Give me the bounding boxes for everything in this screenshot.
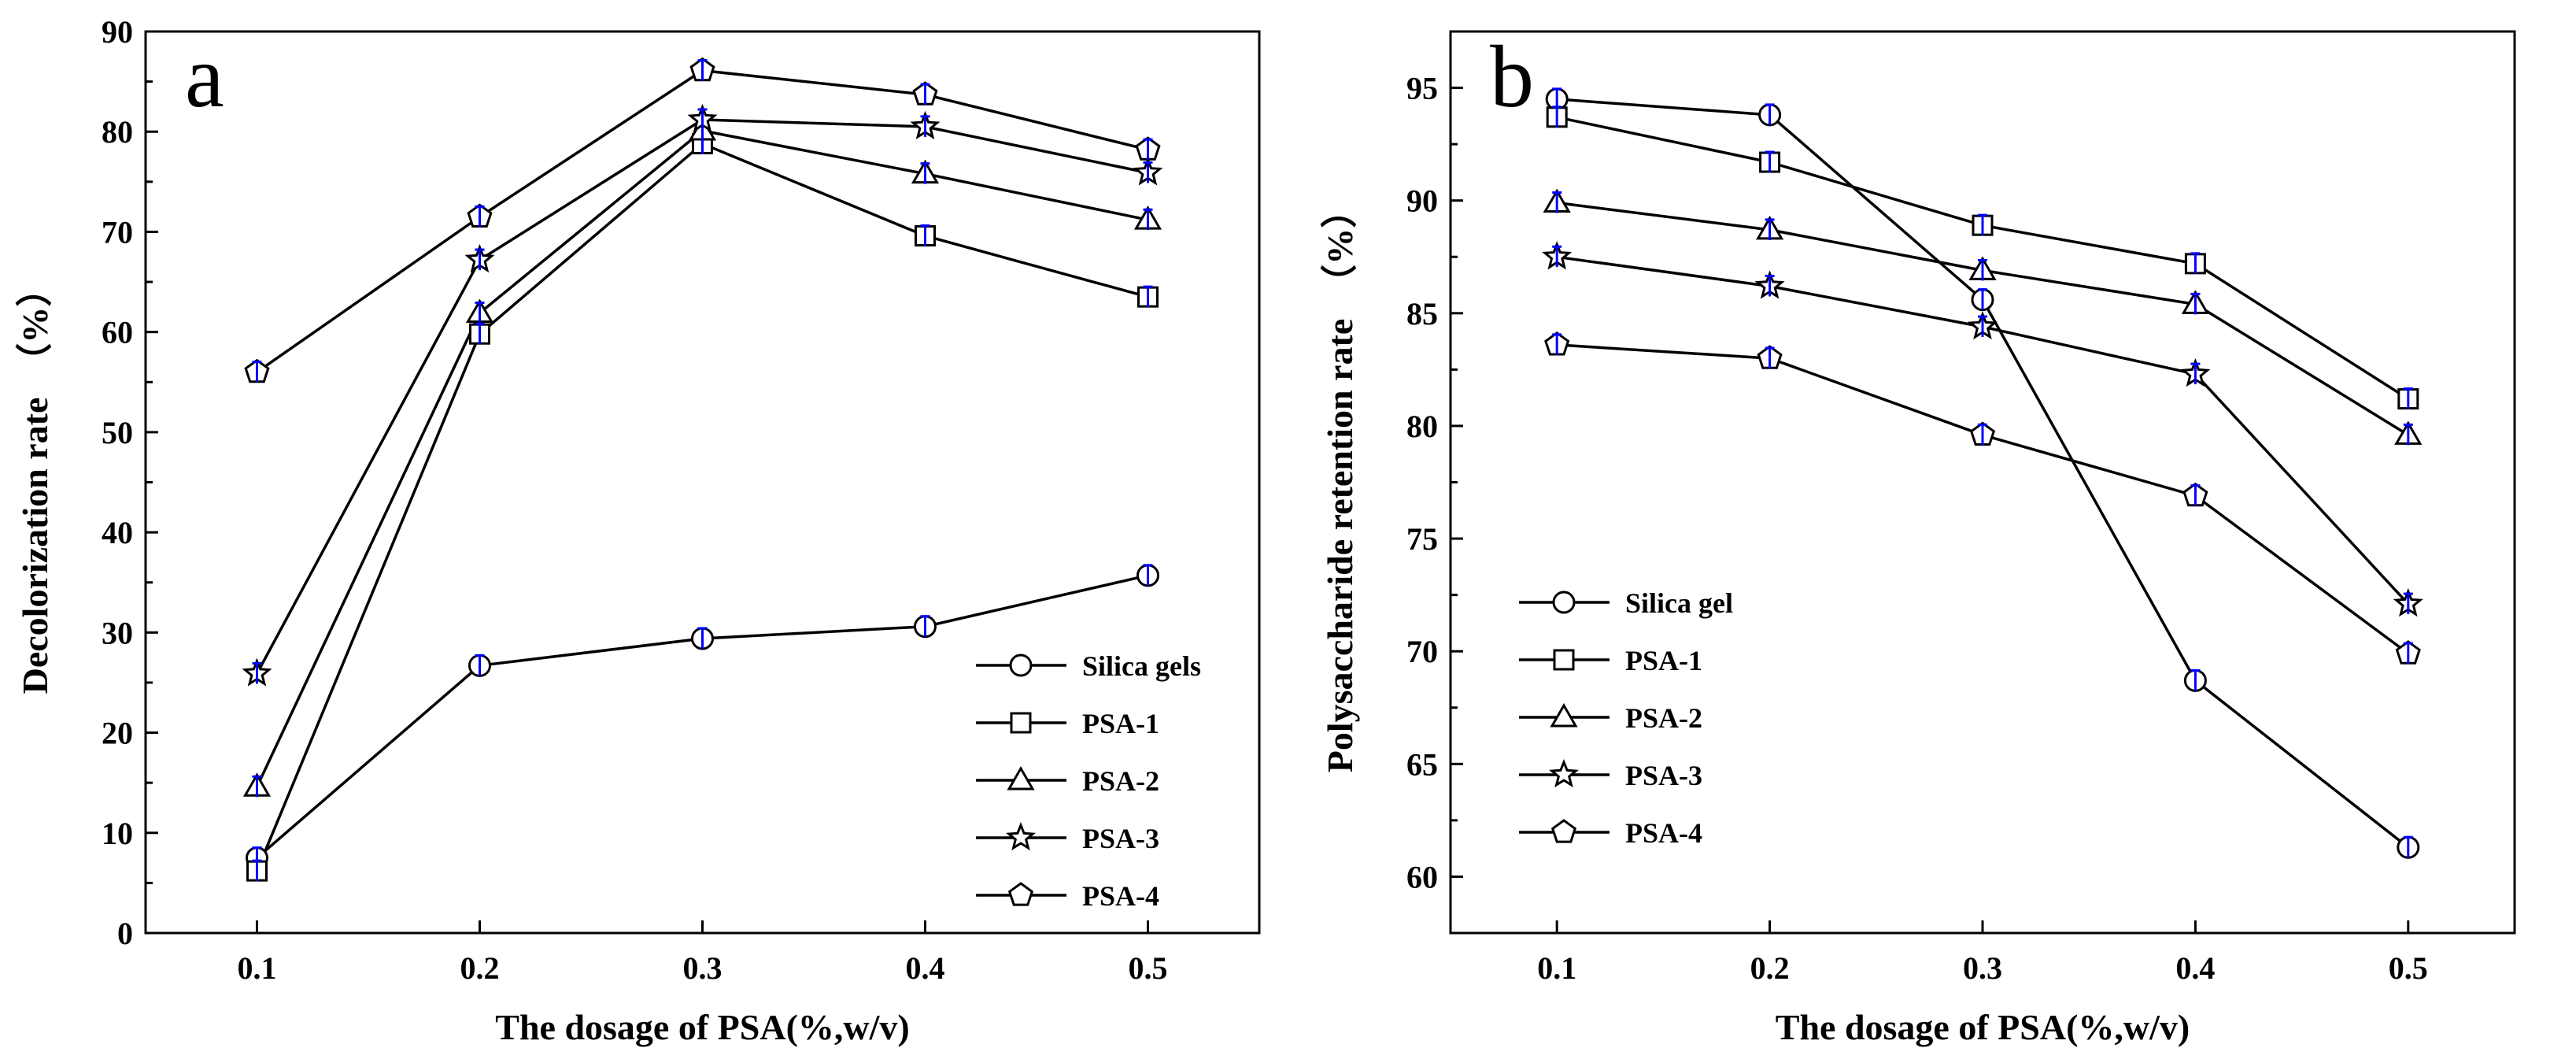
legend-label: PSA-3 (1625, 760, 1702, 791)
x-tick-label: 0.3 (683, 950, 723, 986)
y-tick-label: 65 (1406, 746, 1438, 782)
y-axis-title: Polysaccharide retention rate （%） (1320, 192, 1360, 773)
legend-marker (1010, 712, 1032, 734)
y-tick-label: 60 (102, 315, 133, 350)
panel-a: 0 10 20 30 40 50 60 70 80 90 0.1 0.2 0.3 0.4 0.5 The do… (15, 14, 1261, 1047)
x-tick-label: 0.1 (238, 950, 277, 986)
y-tick-label: 60 (1406, 859, 1438, 894)
legend-marker (1009, 654, 1033, 677)
legend-label: PSA-3 (1082, 823, 1159, 854)
legend-marker (1550, 702, 1578, 728)
x-axis-title: The dosage of PSA(%,w/v) (495, 1007, 909, 1047)
legend-label: PSA-2 (1625, 702, 1702, 734)
legend-label: PSA-1 (1625, 645, 1702, 676)
legend-label: Silica gel (1625, 587, 1733, 619)
y-tick-label: 95 (1406, 71, 1438, 106)
legend-label: Silica gels (1082, 650, 1201, 682)
legend-marker (1548, 758, 1580, 788)
y-tick-label: 50 (102, 415, 133, 450)
legend-label: PSA-4 (1082, 880, 1159, 912)
x-axis-title: The dosage of PSA(%,w/v) (1776, 1007, 2190, 1047)
y-tick-label: 80 (1406, 409, 1438, 444)
y-tick-label: 30 (102, 615, 133, 650)
legend-marker (1005, 821, 1037, 851)
x-tick-label: 0.4 (2175, 950, 2215, 986)
y-tick-label: 40 (102, 515, 133, 550)
y-tick-label: 70 (1406, 634, 1438, 669)
y-tick-label: 0 (117, 916, 133, 951)
x-tick-label: 0.5 (2389, 950, 2428, 986)
legend-label: PSA-1 (1082, 708, 1159, 739)
legend-marker (1550, 819, 1577, 843)
x-tick-label: 0.1 (1537, 950, 1576, 986)
x-tick-label: 0.2 (460, 950, 500, 986)
x-tick-label: 0.2 (1750, 950, 1790, 986)
legend-marker (1552, 591, 1576, 614)
legend-marker (1007, 765, 1035, 791)
y-tick-label: 10 (102, 816, 133, 851)
x-tick-label: 0.4 (906, 950, 945, 986)
legend-label: PSA-4 (1625, 817, 1702, 849)
panel-letter: b (1490, 28, 1534, 126)
y-tick-label: 90 (1406, 183, 1438, 219)
y-tick-label: 90 (102, 14, 133, 50)
y-axis-title: Decolorization rate （%） (15, 271, 55, 694)
legend-marker (1007, 882, 1034, 906)
x-tick-label: 0.3 (1963, 950, 2002, 986)
legend-label: PSA-2 (1082, 765, 1159, 797)
y-tick-label: 70 (102, 214, 133, 250)
y-tick-label: 85 (1406, 296, 1438, 331)
y-tick-label: 80 (102, 114, 133, 150)
x-tick-label: 0.5 (1129, 950, 1168, 986)
panel-letter: a (185, 28, 224, 126)
panel-b: 60 65 70 75 80 85 90 95 0.1 0.2 0.3 0.4 0.5 The dosag… (1320, 28, 2516, 1047)
y-tick-label: 75 (1406, 521, 1438, 557)
legend-marker (1553, 649, 1575, 671)
y-tick-label: 20 (102, 716, 133, 751)
